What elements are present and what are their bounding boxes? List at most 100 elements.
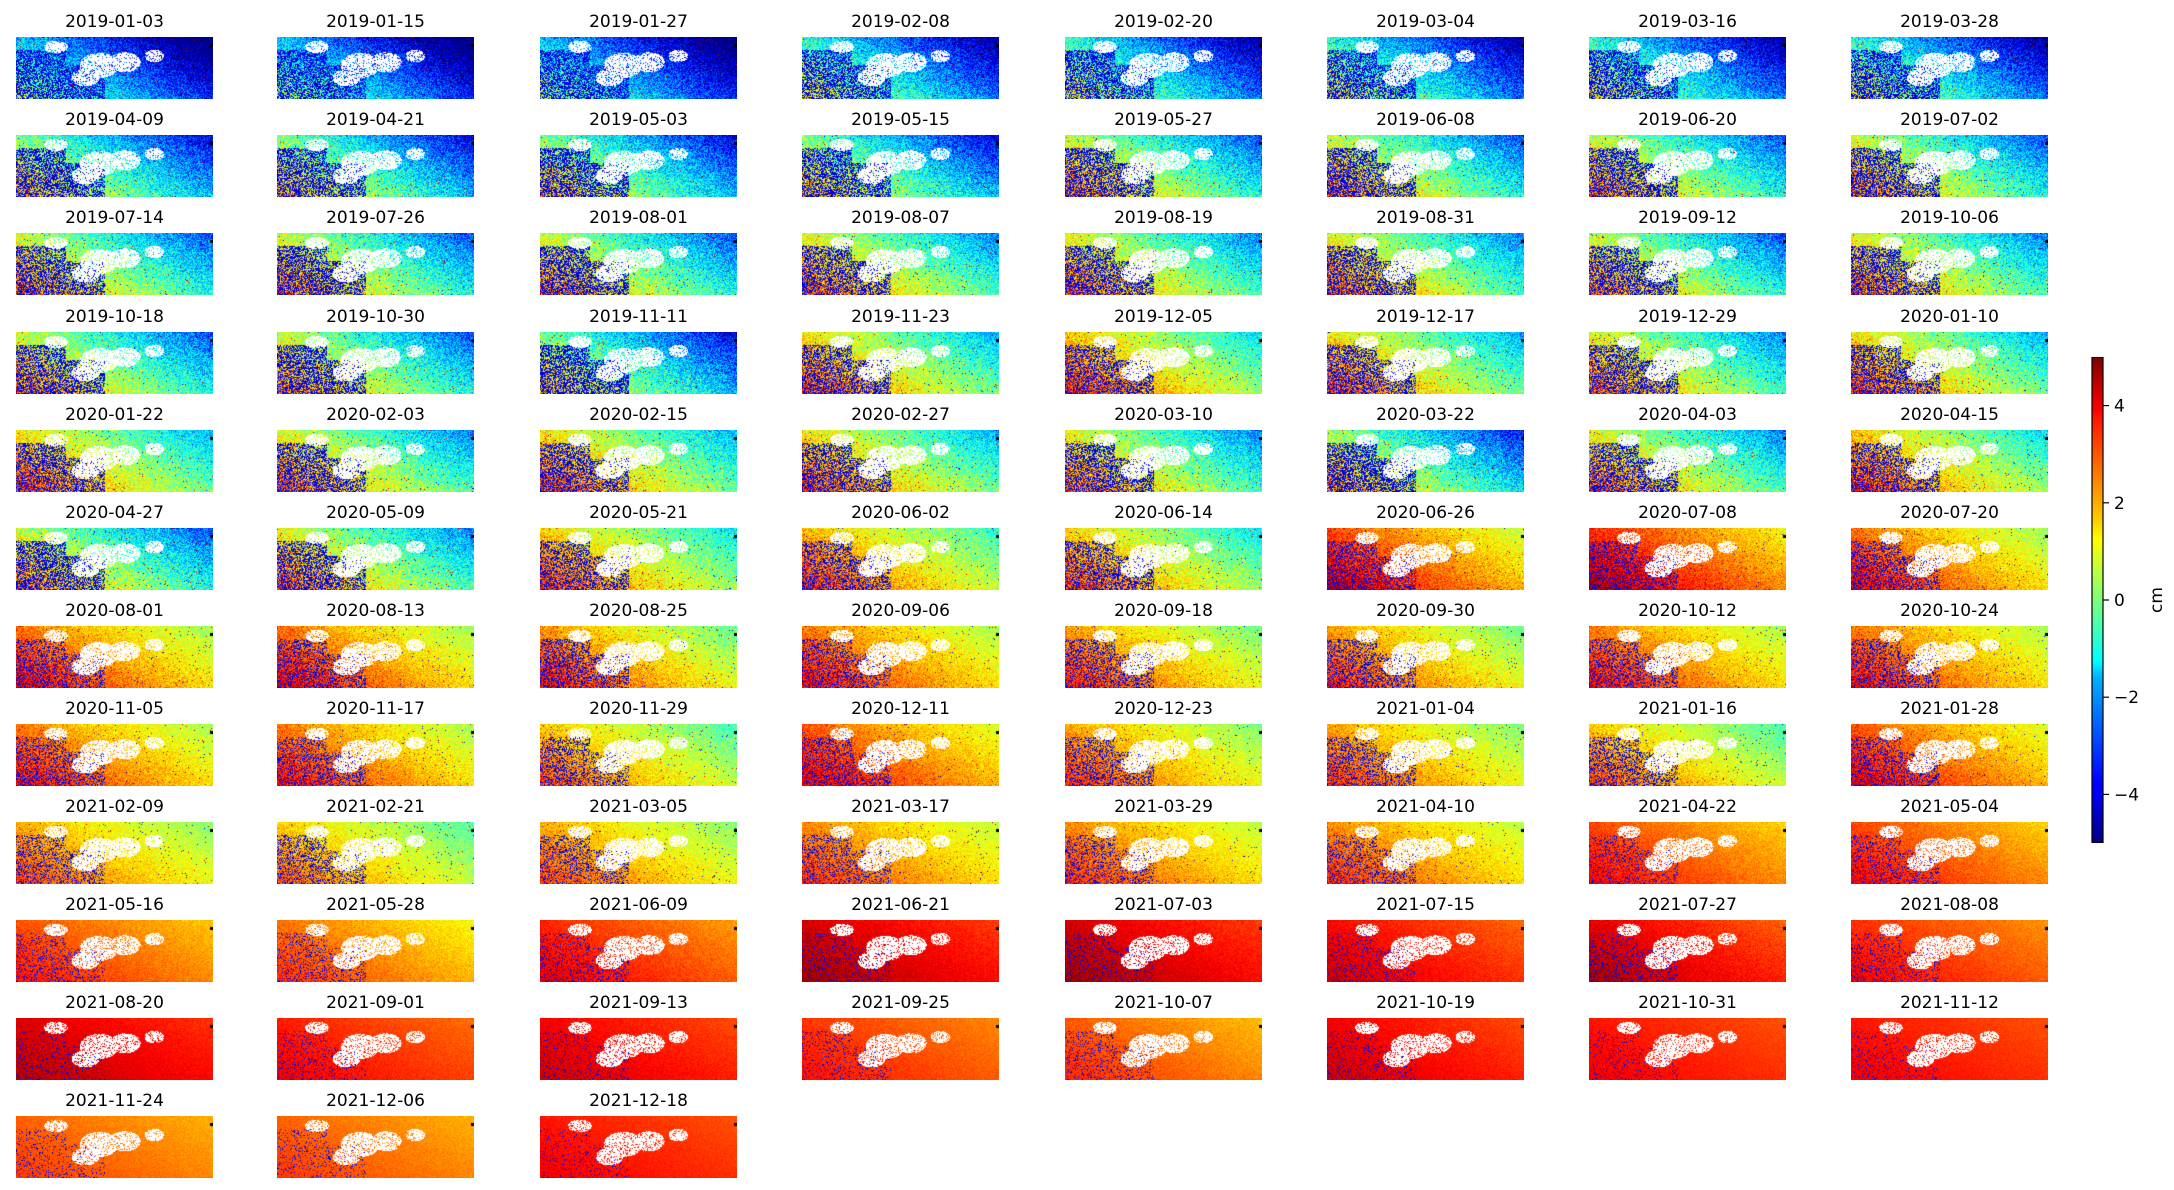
panel-heatmap xyxy=(1327,430,1524,492)
colorbar-tick-label: 2 xyxy=(2114,494,2125,514)
panel-title: 2019-08-31 xyxy=(1376,208,1475,228)
panel-heatmap xyxy=(1851,626,2048,688)
panel-title: 2021-01-28 xyxy=(1900,699,1999,719)
panel-heatmap xyxy=(1851,135,2048,197)
panel-heatmap xyxy=(802,37,999,99)
colorbar-tick-label: 0 xyxy=(2114,591,2125,611)
panel-heatmap xyxy=(16,430,213,492)
panel-heatmap xyxy=(540,1018,737,1080)
panel-title: 2019-07-26 xyxy=(326,208,425,228)
panel-heatmap xyxy=(1589,528,1786,590)
panel-title: 2021-12-18 xyxy=(589,1091,688,1111)
colorbar-label: cm xyxy=(2147,587,2167,613)
panel-title: 2021-05-28 xyxy=(326,895,425,915)
panel-heatmap xyxy=(1327,37,1524,99)
panel-heatmap xyxy=(1327,724,1524,786)
panel-title: 2021-04-22 xyxy=(1638,797,1737,817)
panel-title: 2021-09-25 xyxy=(851,993,950,1013)
panel-heatmap xyxy=(1851,920,2048,982)
panel-heatmap xyxy=(540,430,737,492)
panel-heatmap xyxy=(540,528,737,590)
colorbar-tick-label: 4 xyxy=(2114,397,2125,417)
panel-title: 2019-12-29 xyxy=(1638,307,1737,327)
panel-heatmap xyxy=(540,724,737,786)
panel-heatmap xyxy=(16,920,213,982)
panel-heatmap xyxy=(1851,37,2048,99)
panel-heatmap xyxy=(1327,528,1524,590)
panel-title: 2021-02-21 xyxy=(326,797,425,817)
panel-heatmap xyxy=(277,1018,474,1080)
panel-heatmap xyxy=(1065,724,1262,786)
panel-heatmap xyxy=(1327,822,1524,884)
panel-title: 2019-10-06 xyxy=(1900,208,1999,228)
panel-title: 2021-11-24 xyxy=(65,1091,164,1111)
panel-heatmap xyxy=(1327,233,1524,295)
panel-heatmap xyxy=(540,822,737,884)
panel-heatmap xyxy=(16,332,213,394)
panel-heatmap xyxy=(1065,37,1262,99)
panel-title: 2019-12-17 xyxy=(1376,307,1475,327)
panel-heatmap xyxy=(802,1018,999,1080)
panel-heatmap xyxy=(1065,332,1262,394)
panel-heatmap xyxy=(1327,920,1524,982)
panel-heatmap xyxy=(16,1116,213,1178)
panel-title: 2019-05-15 xyxy=(851,110,950,130)
panel-title: 2021-10-31 xyxy=(1638,993,1737,1013)
panel-title: 2019-08-01 xyxy=(589,208,688,228)
panel-heatmap xyxy=(277,430,474,492)
panel-title: 2020-02-27 xyxy=(851,405,950,425)
panel-title: 2019-05-03 xyxy=(589,110,688,130)
colorbar: 4 2 0 −2 −4 cm xyxy=(2091,357,2167,843)
panel-title: 2021-02-09 xyxy=(65,797,164,817)
panel-title: 2020-12-23 xyxy=(1114,699,1213,719)
panel-title: 2019-08-19 xyxy=(1114,208,1213,228)
panel-title: 2021-01-04 xyxy=(1376,699,1475,719)
panel-title: 2021-01-16 xyxy=(1638,699,1737,719)
colorbar-ticks: 4 2 0 −2 −4 xyxy=(2103,397,2139,805)
panel-title: 2020-05-21 xyxy=(589,503,688,523)
panel-heatmap xyxy=(540,233,737,295)
panel-title: 2021-06-21 xyxy=(851,895,950,915)
panel-heatmap xyxy=(277,1116,474,1178)
panel-title: 2019-07-14 xyxy=(65,208,164,228)
panel-heatmap xyxy=(1589,626,1786,688)
panel-title: 2021-08-20 xyxy=(65,993,164,1013)
panel-title: 2020-04-15 xyxy=(1900,405,1999,425)
panel-title: 2019-10-18 xyxy=(65,307,164,327)
panel-heatmap xyxy=(16,37,213,99)
panel-heatmap xyxy=(802,724,999,786)
panel-heatmap xyxy=(16,724,213,786)
panel-heatmap xyxy=(1589,430,1786,492)
panel-heatmap xyxy=(16,233,213,295)
panel-title: 2019-07-02 xyxy=(1900,110,1999,130)
panel-title: 2020-08-01 xyxy=(65,601,164,621)
panel-title: 2019-03-04 xyxy=(1376,12,1475,32)
panel-heatmap xyxy=(1065,135,1262,197)
panel-title: 2021-05-16 xyxy=(65,895,164,915)
panel-heatmap xyxy=(802,332,999,394)
panel-title: 2021-07-27 xyxy=(1638,895,1737,915)
panel-heatmap xyxy=(16,1018,213,1080)
panel-title: 2020-08-25 xyxy=(589,601,688,621)
panel-title: 2019-02-20 xyxy=(1114,12,1213,32)
panel-heatmap xyxy=(1589,1018,1786,1080)
panel-title: 2019-09-12 xyxy=(1638,208,1737,228)
panel-title: 2019-10-30 xyxy=(326,307,425,327)
panel-heatmap xyxy=(802,135,999,197)
panel-title: 2021-03-05 xyxy=(589,797,688,817)
panel-title: 2019-02-08 xyxy=(851,12,950,32)
panel-heatmap xyxy=(1851,233,2048,295)
panel-title: 2020-12-11 xyxy=(851,699,950,719)
panel-heatmap xyxy=(802,626,999,688)
panel-heatmap xyxy=(1327,626,1524,688)
panel-heatmap xyxy=(1327,135,1524,197)
panel-title: 2019-06-20 xyxy=(1638,110,1737,130)
panel-heatmap xyxy=(277,724,474,786)
panel-title: 2020-10-12 xyxy=(1638,601,1737,621)
panel-title: 2019-01-15 xyxy=(326,12,425,32)
panel-title: 2021-11-12 xyxy=(1900,993,1999,1013)
panel-heatmap xyxy=(802,920,999,982)
panel-title: 2019-11-23 xyxy=(851,307,950,327)
panel-heatmap xyxy=(277,332,474,394)
panel-heatmap xyxy=(1851,822,2048,884)
